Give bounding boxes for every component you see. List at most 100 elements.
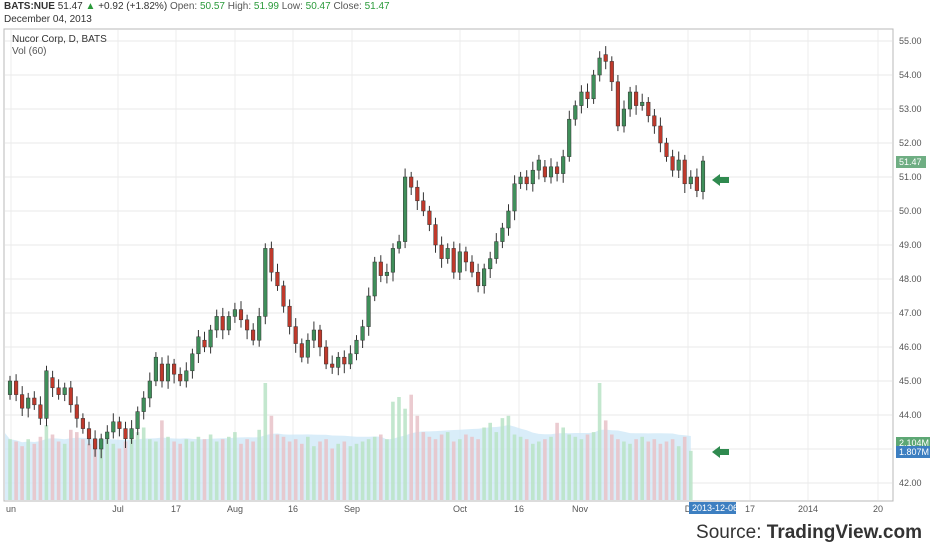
volume-bar <box>166 436 170 500</box>
volume-bar <box>190 441 195 500</box>
candle-body <box>390 248 395 273</box>
volume-bar <box>403 408 407 500</box>
volume-bar <box>26 439 30 500</box>
candle-body <box>378 261 383 276</box>
volume-bar <box>670 439 675 500</box>
candle-body <box>457 251 462 273</box>
volume-bar <box>518 436 523 500</box>
candle-body <box>226 316 231 331</box>
volume-bar <box>208 434 213 500</box>
volume-bar <box>658 443 663 500</box>
price-arrow-icon <box>712 174 729 186</box>
candle-body <box>463 251 468 263</box>
volume-bar <box>93 446 97 500</box>
price-change: +0.92 (+1.82%) <box>98 1 168 12</box>
close-value: 51.47 <box>364 1 390 12</box>
candle-body <box>615 81 620 127</box>
candle-body <box>263 248 268 317</box>
candle-body <box>208 329 213 348</box>
ticker-line: BATS:NUE 51.47 ▲ +0.92 (+1.82%) Open: 50… <box>4 0 390 13</box>
volume-bar <box>591 432 596 500</box>
volume-bar <box>622 441 626 500</box>
volume-bar <box>664 441 669 500</box>
volume-bar <box>494 432 499 500</box>
volume-bar <box>220 439 225 500</box>
candle-body <box>141 397 146 412</box>
candle-body <box>482 268 487 287</box>
candle-body <box>670 156 675 171</box>
volume-bar <box>573 436 578 500</box>
up-triangle-icon: ▲ <box>85 1 96 12</box>
x-tick-label: un <box>6 504 16 514</box>
candle-body <box>506 210 511 229</box>
volume-bar <box>196 436 201 500</box>
volume-bar <box>251 441 255 500</box>
x-tick-label: 20 <box>873 504 883 514</box>
candle-body <box>336 356 341 368</box>
volume-bar <box>360 441 365 500</box>
volume-bar <box>184 439 189 500</box>
volume-bar <box>269 415 274 500</box>
candle-body <box>190 353 195 372</box>
volume-bar <box>38 436 43 500</box>
candle-body <box>627 91 633 110</box>
candle-body <box>202 339 207 348</box>
candle-body <box>68 387 73 406</box>
volume-bar <box>99 441 103 500</box>
volume-bar <box>281 436 286 500</box>
y-tick-label: 52.00 <box>899 138 922 148</box>
candle-body <box>427 210 432 225</box>
candle-body <box>80 418 85 429</box>
candle-body <box>621 108 626 127</box>
candle-body <box>396 241 402 249</box>
candle-body <box>366 295 371 327</box>
x-tick-label: Jul <box>112 504 124 514</box>
volume-bar <box>616 439 620 500</box>
candle-body <box>676 159 681 171</box>
candle-body <box>178 373 183 382</box>
volume-bar <box>178 443 182 500</box>
volume-bar <box>421 432 426 500</box>
candles <box>7 46 706 459</box>
candle-body <box>682 159 687 185</box>
candle-body <box>50 377 55 389</box>
volume-bar <box>105 439 109 500</box>
candle-body <box>500 227 505 242</box>
candle-body <box>488 258 493 270</box>
candle-body <box>494 241 499 259</box>
volume-bar <box>682 436 687 500</box>
x-tick-label: Sep <box>344 504 360 514</box>
candle-body <box>646 101 651 117</box>
volume-bar <box>500 418 505 500</box>
candle-body <box>99 438 104 450</box>
volume-bar <box>458 439 462 500</box>
candle-body <box>439 244 444 259</box>
x-tick-label: Oct <box>453 504 468 514</box>
volume-bar <box>597 383 602 500</box>
candle-body <box>451 248 456 273</box>
volume-bar <box>579 439 584 500</box>
volume-bar <box>640 436 644 500</box>
volume-bar <box>415 415 420 500</box>
candle-body <box>129 428 134 440</box>
candle-body <box>469 261 475 273</box>
y-tick-label: 47.00 <box>899 308 922 318</box>
candle-body <box>269 248 274 273</box>
source-brand: TradingView.com <box>766 522 922 543</box>
volume-bar <box>427 436 432 500</box>
volume-bar <box>372 436 377 500</box>
volume-label: Vol (60) <box>12 46 46 57</box>
candle-body <box>287 305 292 327</box>
y-tick-label: 51.00 <box>899 172 922 182</box>
volume-bar <box>202 439 207 500</box>
volume-bar <box>603 420 608 500</box>
volume-bar <box>397 397 401 500</box>
y-tick-label: 50.00 <box>899 206 922 216</box>
candle-body <box>20 394 25 409</box>
candle-body <box>281 285 286 307</box>
volume-bar <box>354 443 359 500</box>
candle-body <box>105 431 110 440</box>
volume-bar <box>117 448 122 500</box>
volume-bar <box>336 443 340 500</box>
